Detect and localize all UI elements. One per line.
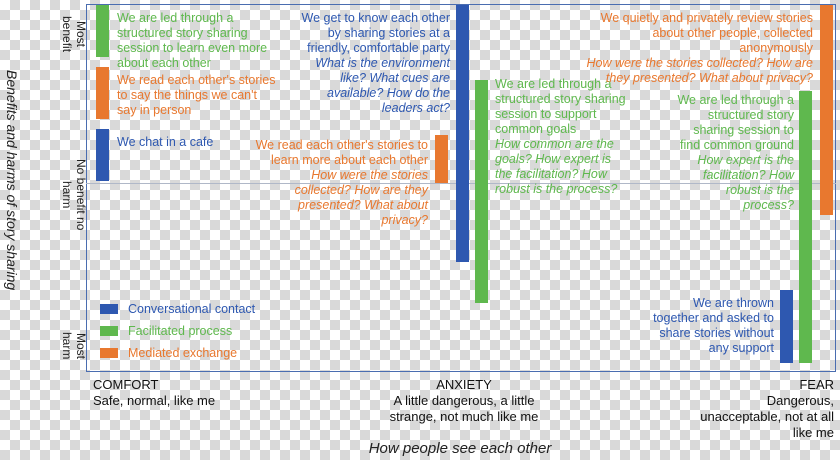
bar-conversational-comfort [96,129,109,181]
legend-label-conversational: Conversational contact [128,302,256,316]
bar-conversational-anxiety [456,5,469,262]
legend-swatch-facilitated [100,326,118,336]
item-conversational-anxiety: We get to know each other by sharing sto… [301,11,450,115]
bar-mediated-fear [820,5,833,215]
bar-conversational-fear [780,290,793,363]
y-axis-title: Benefits and harms of story sharing [4,69,20,291]
y-level-most-benefit: Most benefit [60,15,88,53]
legend-swatch-conversational [100,304,118,314]
bar-facilitated-fear [799,91,812,363]
item-facilitated-fear: We are led through a structured story sh… [677,93,794,212]
item-facilitated-anxiety: We are led through a structured story sh… [495,77,626,196]
y-level-most-harm: Most harm [60,332,88,360]
x-axis-title: How people see each other [368,440,552,457]
x-category-comfort: COMFORT Safe, normal, like me [93,377,216,408]
item-conversational-fear: We are thrown together and asked to shar… [653,296,774,355]
item-mediated-comfort: We read each other's stories to say the … [117,73,276,117]
plot-area [86,4,836,372]
item-mediated-anxiety: We read each other's stories to learn mo… [255,138,428,227]
bar-mediated-comfort [96,67,109,119]
x-category-fear: FEAR Dangerous, unacceptable, not at all… [700,377,834,440]
bar-facilitated-anxiety [475,80,488,303]
bar-facilitated-comfort [96,5,109,57]
y-level-no-benefit: No benefit no harm [60,159,88,231]
bar-mediated-anxiety [435,135,448,183]
item-mediated-fear: We quietly and privately review stories … [586,11,814,85]
legend-swatch-mediated [100,348,118,358]
item-facilitated-comfort: We are led through a structured story sh… [117,11,268,70]
legend-label-mediated: Mediated exchange [128,346,238,360]
x-category-anxiety: ANXIETY A little dangerous, a little str… [389,377,539,424]
item-conversational-comfort: We chat in a cafe [117,135,214,149]
legend-label-facilitated: Facilitated process [128,324,233,338]
